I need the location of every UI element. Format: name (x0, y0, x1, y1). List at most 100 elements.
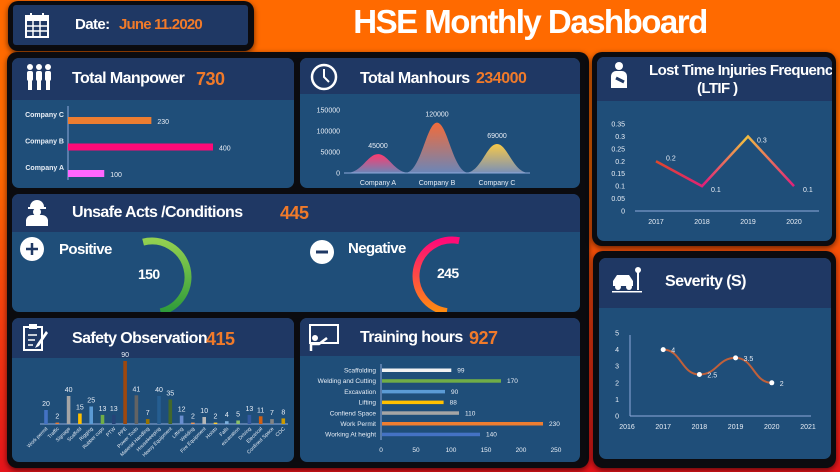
data-label: 13 (110, 406, 118, 413)
bar (68, 170, 105, 177)
bar (191, 422, 195, 424)
series-line (663, 348, 772, 384)
positive-arc (142, 237, 192, 312)
severity-panel: Severity (S) 0 1 2 3 4 5 2016 2017 2018 2019 2020 2… (599, 258, 831, 459)
data-label: 8 (281, 409, 285, 416)
data-label: 120000 (425, 112, 448, 119)
bar (382, 389, 445, 394)
bar (55, 422, 60, 424)
bar (157, 396, 161, 424)
x-tick-label: 2019 (740, 219, 756, 226)
data-label: 140 (486, 432, 497, 439)
worker-icon (26, 200, 48, 226)
data-label: 400 (219, 146, 231, 153)
data-label: 12 (178, 407, 186, 414)
category-label: Work Permit (340, 421, 376, 428)
bar (382, 432, 480, 437)
data-label: 230 (549, 421, 560, 428)
bar (382, 400, 444, 405)
bar (112, 414, 116, 424)
bar (270, 419, 274, 424)
x-tick-label: Company B (419, 180, 456, 187)
data-label: 7 (270, 410, 274, 417)
x-tick-label: 2020 (764, 424, 780, 431)
data-label: 100 (110, 172, 122, 179)
area-peak (346, 154, 410, 173)
data-label: 40 (65, 387, 73, 394)
bar (145, 419, 150, 424)
severity-title: Severity (S) (665, 273, 746, 290)
data-label: 0.1 (711, 187, 721, 194)
donut-charts (142, 236, 460, 312)
bar (281, 418, 286, 424)
negative-arc (412, 236, 460, 312)
data-label: 5 (236, 412, 240, 419)
date-box: Date: June 11.2020 (13, 5, 248, 45)
safety-observation-panel: Safety Observation 415 20 Work permit 2 Tra… (12, 318, 294, 462)
training-panel: Training hours 927 Scaffolding 99 Welding … (300, 318, 580, 462)
manpower-title: Total Manpower (72, 70, 185, 87)
bar (258, 416, 263, 424)
unsafe-title: Unsafe Acts /Conditions (72, 204, 243, 221)
data-label: 25 (87, 398, 95, 405)
data-label: 45000 (368, 143, 388, 150)
area-peak (465, 144, 529, 173)
data-point (733, 355, 739, 361)
manpower-total: 730 (196, 69, 225, 89)
bar (247, 414, 252, 424)
data-label: 2 (214, 414, 218, 421)
y-tick-label: 0.1 (615, 184, 625, 191)
y-tick-label: 0.2 (615, 159, 625, 166)
y-tick-label: 0.05 (611, 196, 625, 203)
category-label: COC (275, 426, 287, 438)
data-label: 41 (133, 386, 141, 393)
y-tick-label: 0.35 (611, 122, 625, 129)
bar (89, 406, 93, 424)
people-icon (27, 64, 51, 90)
bar (236, 420, 240, 424)
data-label: 0.1 (803, 187, 813, 194)
data-label: 69000 (487, 133, 507, 140)
y-tick-label: 5 (615, 331, 619, 338)
manpower-chart: Company C 230 Company B 400 Company A 100 (25, 106, 231, 180)
unsafe-panel: Unsafe Acts /Conditions 445 Positive 150… (12, 194, 580, 312)
data-label: 2 (191, 414, 195, 421)
data-label: 7 (146, 410, 150, 417)
data-label: 170 (507, 378, 518, 385)
bar (382, 422, 543, 426)
injured-person-icon (611, 62, 627, 88)
data-point (660, 347, 666, 353)
x-tick-label: Company A (360, 180, 397, 187)
x-tick-label: 2021 (800, 424, 816, 431)
manhours-total: 234000 (476, 70, 527, 87)
safety-observation-total: 415 (206, 329, 235, 349)
bar (382, 411, 459, 415)
data-label: 35 (166, 391, 174, 398)
bar (202, 417, 206, 424)
bar (68, 117, 152, 124)
x-tick-label: 2018 (692, 424, 708, 431)
bar (123, 361, 127, 424)
x-tick-label: 250 (551, 447, 562, 454)
category-label: Welding and Cutting (318, 378, 377, 385)
training-title: Training hours (360, 329, 463, 346)
y-tick-label: 0.25 (611, 146, 625, 153)
y-tick-label: 50000 (321, 150, 341, 157)
data-label: 3.5 (744, 356, 754, 363)
presentation-icon (309, 324, 339, 351)
bar (68, 143, 213, 151)
bar (225, 421, 229, 424)
data-label: 230 (157, 119, 169, 126)
ltif-title: Lost Time Injuries Frequency (649, 62, 832, 79)
clipboard-icon (23, 324, 48, 351)
x-tick-label: 0 (379, 447, 383, 454)
car-accident-icon (612, 267, 642, 293)
bar (100, 414, 105, 424)
x-tick-label: 100 (446, 447, 457, 454)
x-tick-label: 2018 (694, 219, 710, 226)
data-label: 88 (450, 400, 458, 407)
bar (213, 422, 218, 424)
category-label: PTW (105, 426, 117, 438)
y-tick-label: 4 (615, 347, 619, 354)
